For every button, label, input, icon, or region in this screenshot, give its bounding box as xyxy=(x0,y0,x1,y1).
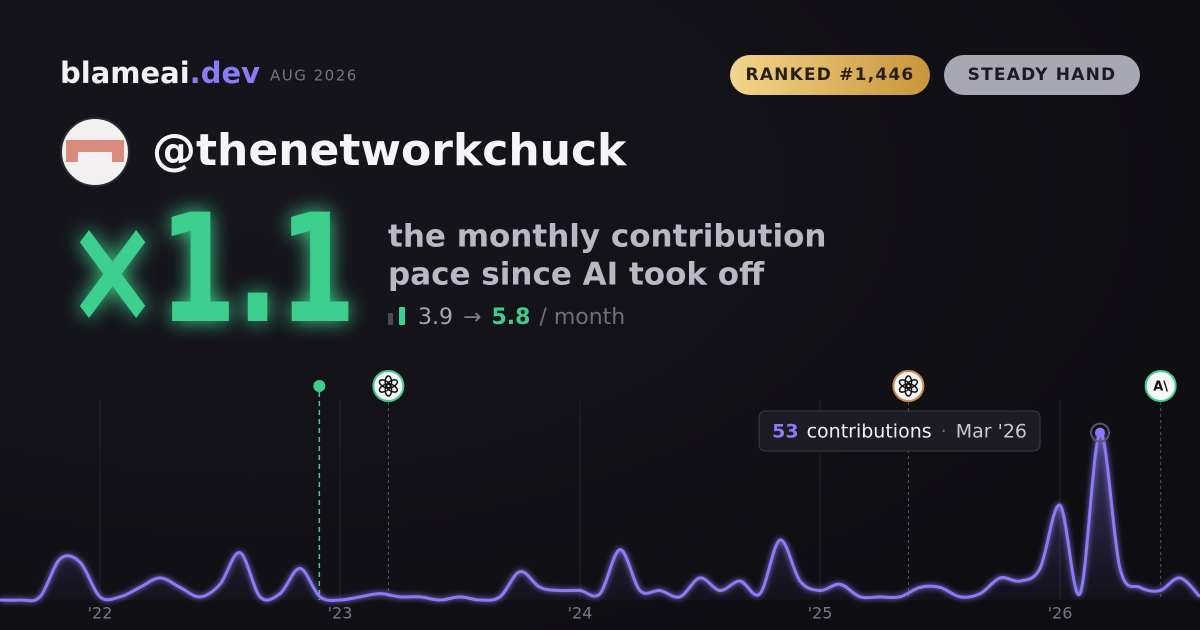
pace: 3.9 → 5.8 / month xyxy=(418,305,625,330)
pace-arrow: → xyxy=(463,305,481,330)
tooltip-value: 53 xyxy=(772,421,798,443)
brand: blameai.dev xyxy=(60,56,260,90)
style-badge-text: STEADY HAND xyxy=(968,65,1117,85)
subtitle-line: pace since AI took off xyxy=(388,257,765,293)
event-dot xyxy=(313,380,326,392)
pace-icon xyxy=(388,313,393,325)
openai-petal xyxy=(898,379,912,389)
line xyxy=(0,431,1200,603)
rank-badge-text: RANKED #1,446 xyxy=(746,65,915,85)
event-icon xyxy=(1144,370,1177,402)
rank-badge xyxy=(730,55,930,95)
multiplier: ×1.1 xyxy=(66,183,356,357)
x-tick-label: '22 xyxy=(88,604,113,623)
openai-glyph xyxy=(378,375,399,397)
x-tick-label: '25 xyxy=(808,604,833,623)
subtitle-line: the monthly contribution xyxy=(388,219,826,255)
user-handle: @thenetworkchuck xyxy=(152,125,628,176)
tooltip-text: · xyxy=(941,421,947,443)
style-badge xyxy=(944,55,1140,95)
openai-glyph xyxy=(898,375,919,397)
tooltip xyxy=(758,410,1041,452)
pace-unit: / month xyxy=(539,305,625,330)
pace-before: 3.9 xyxy=(418,305,453,330)
x-tick-label: '23 xyxy=(328,604,353,623)
pace-icon xyxy=(399,307,405,325)
event-icon xyxy=(892,370,925,402)
peak-point xyxy=(1095,427,1105,438)
event-label: A\ xyxy=(1153,380,1168,395)
brand-date: AUG 2026 xyxy=(270,67,358,85)
tooltip-text: contributions xyxy=(807,421,932,443)
brand-tld: .dev xyxy=(190,56,260,90)
openai-petal xyxy=(378,379,392,389)
tooltip-text: Mar '26 xyxy=(956,421,1027,443)
chart: '22 '23 '24 '25 '26 A\ 53 contributions · Mar '26 xyxy=(0,370,1200,623)
x-tick-label: '24 xyxy=(568,604,593,623)
event-icon xyxy=(372,370,405,402)
x-tick-label: '26 xyxy=(1048,604,1073,623)
avatar xyxy=(60,117,130,187)
pace-after: 5.8 xyxy=(491,305,530,330)
brand-name: blameai xyxy=(60,56,190,90)
peak-halo xyxy=(1090,422,1110,443)
